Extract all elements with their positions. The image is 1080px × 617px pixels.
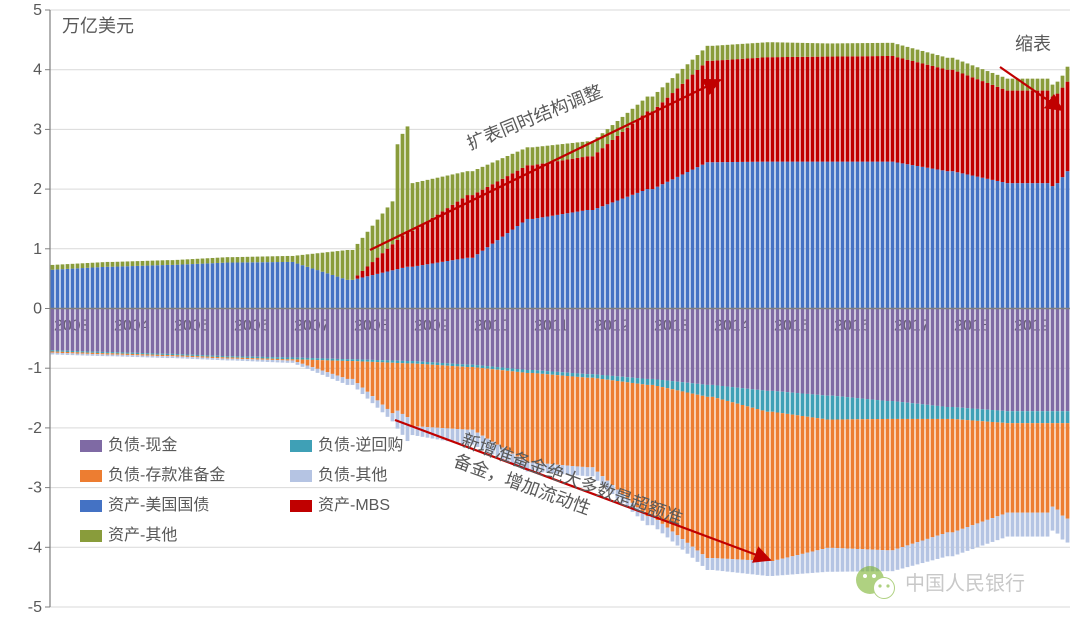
legend-label: 负债-逆回购 [318,436,403,454]
legend-label: 资产-美国国债 [108,496,209,514]
y-tick: 3 [33,121,42,138]
y-tick: 1 [33,241,42,258]
y-tick: -4 [28,539,42,556]
legend-swatch [290,500,312,512]
watermark-text: 中国人民银行 [905,572,1025,595]
legend-swatch [80,500,102,512]
legend-label: 负债-存款准备金 [108,466,225,484]
legend-swatch [80,530,102,542]
y-tick: -3 [28,480,42,497]
annotation-text: 缩表 [1015,34,1051,54]
legend-label: 负债-其他 [318,466,387,484]
y-tick: 0 [33,301,42,318]
y-tick: 4 [33,62,42,79]
legend-label: 负债-现金 [108,436,177,454]
fed-balance-sheet-chart: -5-4-3-2-1012345万亿美元20032004200520062007… [0,0,1080,617]
y-tick: -1 [28,360,42,377]
y-tick: 5 [33,2,42,19]
legend-label: 资产-MBS [318,496,390,514]
y-tick: -2 [28,420,42,437]
y-tick: 2 [33,181,42,198]
legend-swatch [290,470,312,482]
legend-swatch [80,440,102,452]
legend-swatch [80,470,102,482]
y-tick: -5 [28,599,42,616]
legend-label: 资产-其他 [108,526,177,544]
legend-swatch [290,440,312,452]
y-axis-label: 万亿美元 [62,16,134,36]
